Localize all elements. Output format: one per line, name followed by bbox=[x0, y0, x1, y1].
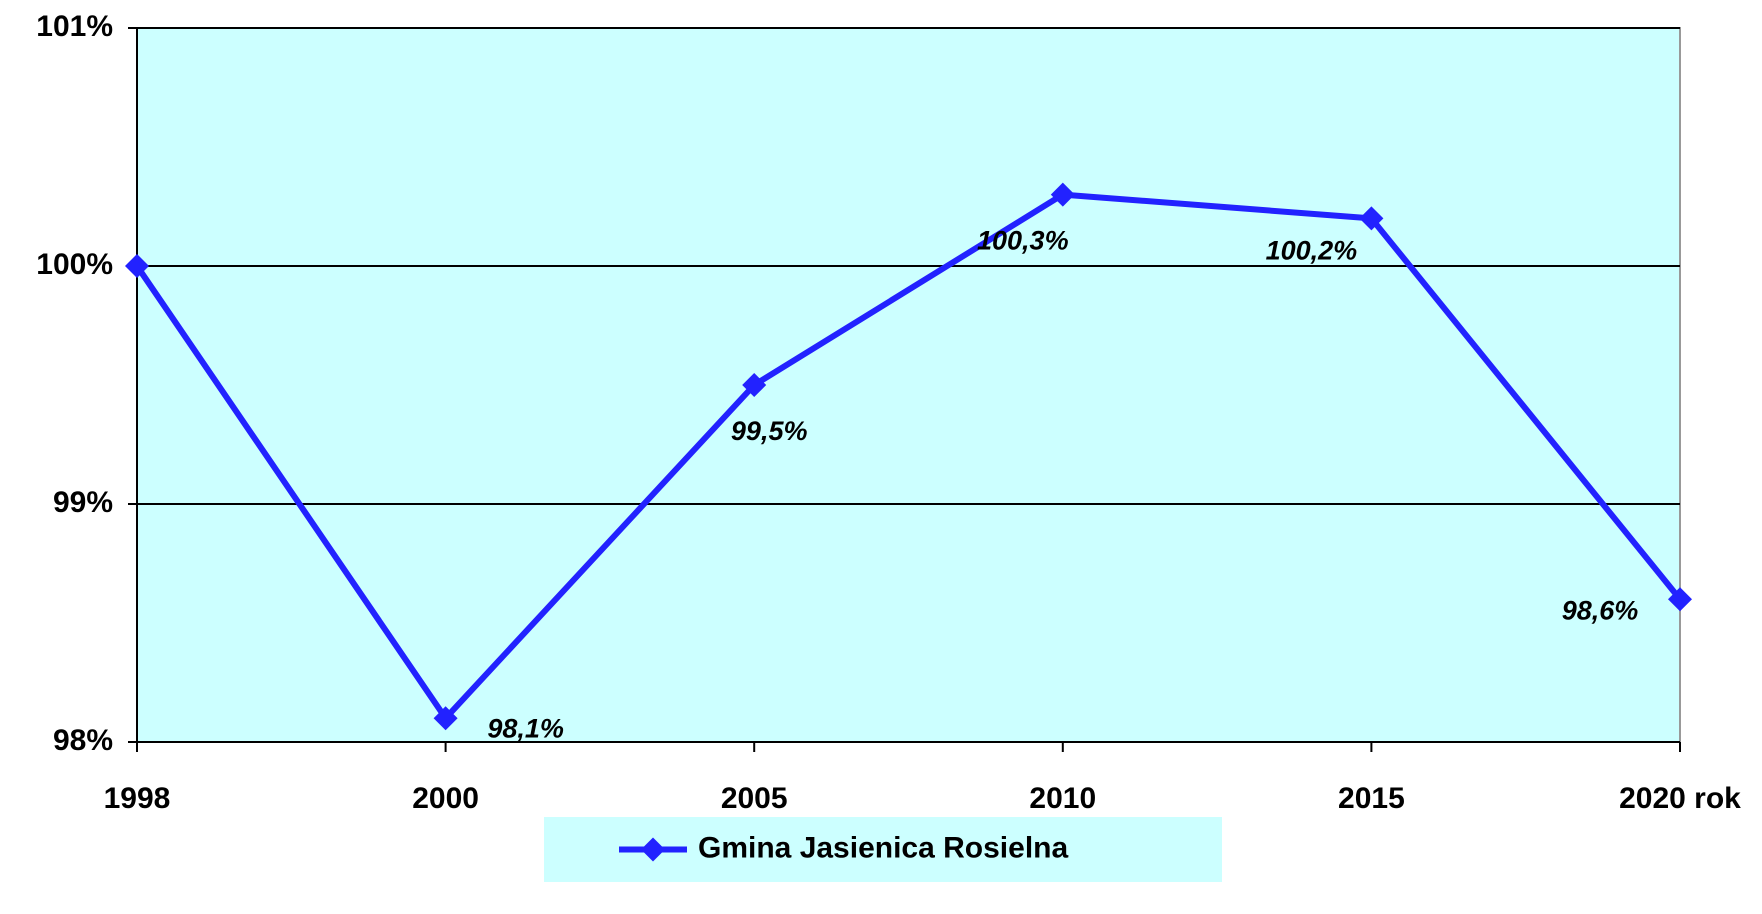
x-tick-label: 2020 rok bbox=[1619, 782, 1741, 815]
x-tick-label: 2000 bbox=[412, 782, 479, 815]
point-marker bbox=[433, 706, 458, 731]
data-label: 98,1% bbox=[487, 713, 564, 743]
series-line bbox=[134, 191, 1683, 722]
point-marker bbox=[742, 373, 767, 397]
data-label: 100,3% bbox=[977, 226, 1069, 256]
data-label: 98,6% bbox=[1562, 595, 1639, 625]
x-tick-label: 2010 bbox=[1029, 782, 1096, 815]
point-marker bbox=[1668, 587, 1692, 612]
point-marker bbox=[1050, 182, 1075, 207]
y-tick-label: 100% bbox=[36, 248, 113, 281]
y-tick-label: 99% bbox=[53, 486, 113, 519]
y-tick-label: 98% bbox=[53, 724, 113, 757]
legend-marker bbox=[641, 837, 665, 862]
x-tick-label: 1998 bbox=[104, 782, 171, 815]
point-marker bbox=[125, 254, 149, 278]
data-label: 100,2% bbox=[1266, 236, 1358, 266]
plot-area bbox=[136, 27, 1681, 743]
x-tick-label: 2005 bbox=[721, 782, 788, 815]
legend-label: Gmina Jasienica Rosielna bbox=[698, 831, 1068, 864]
data-label: 99,5% bbox=[731, 416, 808, 446]
x-tick-label: 2015 bbox=[1338, 782, 1405, 815]
point-marker bbox=[1359, 206, 1384, 231]
y-tick-label: 101% bbox=[36, 10, 113, 43]
